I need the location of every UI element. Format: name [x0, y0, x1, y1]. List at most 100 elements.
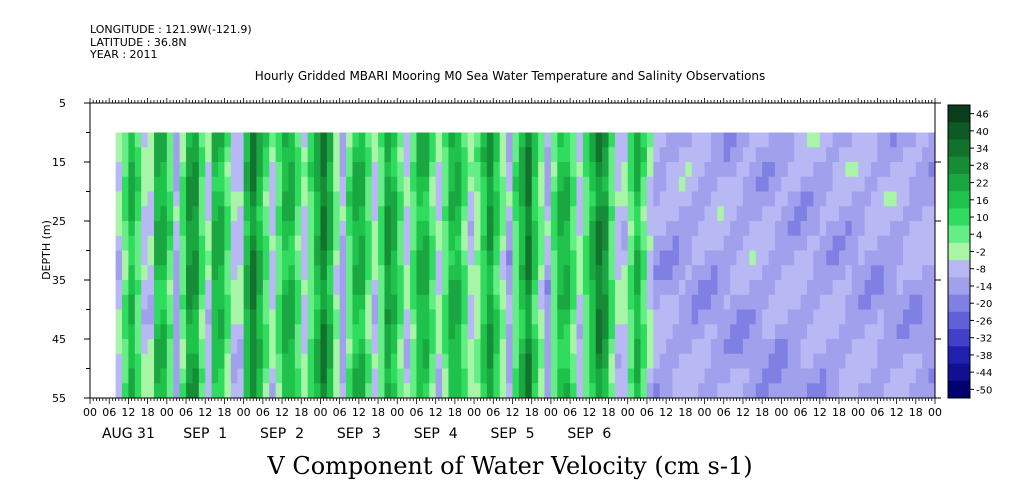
- heatmap-cell: [390, 162, 398, 178]
- heatmap-cell: [896, 339, 904, 355]
- heatmap-cell: [698, 162, 705, 178]
- heatmap-cell: [819, 206, 827, 222]
- heatmap-cell: [896, 250, 904, 266]
- heatmap-cell: [416, 176, 424, 192]
- heatmap-cell: [538, 339, 545, 355]
- heatmap-cell: [518, 162, 526, 178]
- heatmap-cell: [858, 280, 865, 296]
- heatmap-cell: [787, 353, 795, 369]
- heatmap-cell: [230, 162, 238, 178]
- heatmap-cell: [346, 383, 353, 399]
- heatmap-cell: [493, 265, 501, 281]
- heatmap-cell: [173, 339, 181, 355]
- heatmap-cell: [346, 280, 353, 296]
- heatmap-cell: [902, 176, 910, 192]
- heatmap-cell: [518, 280, 526, 296]
- heatmap-cell: [442, 235, 449, 251]
- heatmap-cell: [909, 339, 917, 355]
- heatmap-cell: [806, 368, 814, 384]
- heatmap-cell: [198, 191, 206, 207]
- heatmap-cell: [205, 324, 213, 340]
- heatmap-cell: [512, 221, 520, 237]
- heatmap-cell: [614, 162, 622, 178]
- heatmap-cell: [659, 324, 667, 340]
- heatmap-cell: [602, 294, 609, 310]
- heatmap-cell: [723, 339, 731, 355]
- heatmap-cell: [794, 206, 801, 222]
- heatmap-cell: [563, 250, 571, 266]
- heatmap-cell: [461, 309, 469, 325]
- heatmap-cell: [634, 176, 641, 192]
- heatmap-cell: [570, 265, 577, 281]
- heatmap-cell: [115, 132, 123, 148]
- heatmap-cell: [742, 250, 750, 266]
- heatmap-cell: [570, 235, 577, 251]
- heatmap-cell: [320, 265, 328, 281]
- heatmap-cell: [429, 132, 437, 148]
- heatmap-cell: [397, 235, 405, 251]
- heatmap-cell: [730, 339, 737, 355]
- heatmap-cell: [211, 294, 219, 310]
- heatmap-cell: [506, 265, 513, 281]
- heatmap-cell: [717, 132, 725, 148]
- heatmap-cell: [282, 191, 289, 207]
- heatmap-cell: [666, 221, 673, 237]
- heatmap-cell: [403, 191, 411, 207]
- x-hour-label: 18: [678, 406, 692, 419]
- heatmap-cell: [442, 221, 449, 237]
- heatmap-cell: [576, 353, 584, 369]
- heatmap-cell: [269, 250, 277, 266]
- heatmap-cell: [870, 235, 878, 251]
- heatmap-cell: [678, 324, 686, 340]
- heatmap-cell: [147, 309, 155, 325]
- heatmap-cell: [294, 368, 302, 384]
- heatmap-cell: [781, 221, 789, 237]
- heatmap-cell: [608, 265, 616, 281]
- heatmap-cell: [448, 132, 456, 148]
- heatmap-cell: [851, 265, 859, 281]
- heatmap-cell: [570, 383, 577, 399]
- colorbar-label: 16: [976, 196, 989, 207]
- heatmap-cell: [717, 280, 725, 296]
- heatmap-cell: [819, 324, 827, 340]
- heatmap-cell: [864, 324, 872, 340]
- heatmap-cell: [672, 132, 680, 148]
- heatmap-cell: [262, 280, 270, 296]
- heatmap-cell: [730, 353, 737, 369]
- heatmap-cell: [224, 265, 232, 281]
- heatmap-cell: [141, 280, 149, 296]
- heatmap-cell: [525, 191, 533, 207]
- heatmap-cell: [755, 368, 763, 384]
- heatmap-cell: [269, 324, 277, 340]
- x-day-label: SEP 2: [260, 426, 304, 442]
- heatmap-cell: [262, 383, 270, 399]
- heatmap-cell: [282, 147, 289, 163]
- heatmap-cell: [122, 280, 129, 296]
- heatmap-cell: [742, 147, 750, 163]
- heatmap-cell: [794, 147, 801, 163]
- heatmap-cell: [250, 324, 257, 340]
- heatmap-cell: [218, 265, 225, 281]
- heatmap-cell: [480, 353, 488, 369]
- heatmap-cell: [237, 191, 245, 207]
- heatmap-cell: [154, 309, 161, 325]
- heatmap-cell: [269, 162, 277, 178]
- heatmap-cell: [333, 339, 341, 355]
- heatmap-cell: [186, 368, 193, 384]
- heatmap-cell: [134, 191, 142, 207]
- heatmap-cell: [838, 206, 846, 222]
- heatmap-cell: [768, 265, 776, 281]
- heatmap-cell: [128, 191, 136, 207]
- x-hour-label: 18: [371, 406, 385, 419]
- heatmap-cell: [205, 235, 213, 251]
- heatmap-cell: [614, 280, 622, 296]
- heatmap-cell: [326, 368, 334, 384]
- heatmap-cell: [371, 294, 379, 310]
- x-hour-label: 06: [333, 406, 347, 419]
- heatmap-cell: [851, 368, 859, 384]
- heatmap-cell: [301, 191, 309, 207]
- heatmap-cell: [730, 147, 737, 163]
- heatmap-cell: [621, 309, 629, 325]
- heatmap-cell: [314, 132, 321, 148]
- heatmap-cell: [179, 162, 187, 178]
